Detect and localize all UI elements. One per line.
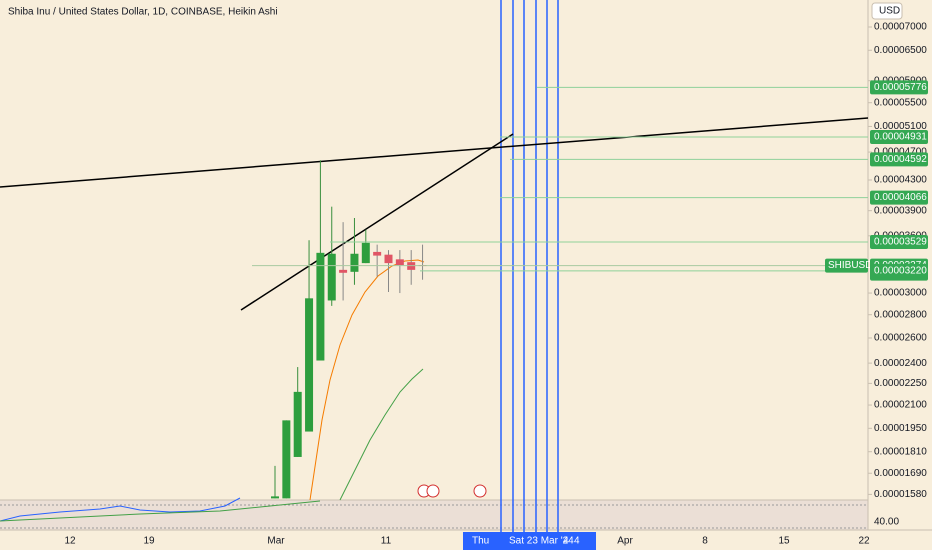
symbol-tag — [825, 258, 868, 273]
candle — [350, 218, 359, 285]
price-label: 0.00002600 — [874, 333, 927, 344]
candle-body — [384, 254, 393, 264]
candle-body — [293, 391, 302, 457]
price-tag — [870, 80, 928, 95]
price-tag — [870, 235, 928, 250]
candle-body — [316, 252, 325, 361]
price-tag-label: 0.00004931 — [874, 132, 927, 143]
candle — [327, 206, 336, 306]
cursor-label: 4 — [563, 536, 569, 547]
candle-body — [373, 251, 382, 256]
price-tag-label: 0.00003529 — [874, 237, 927, 248]
price-tag — [870, 263, 928, 278]
price-label: 0.00002400 — [874, 358, 927, 369]
candle-body — [271, 496, 279, 499]
price-label: 0.00001810 — [874, 446, 927, 457]
price-label: 0.00002250 — [874, 378, 927, 389]
time-label: 12 — [64, 536, 76, 547]
price-tag-label: 0.00005776 — [874, 82, 927, 93]
price-label: 0.00005100 — [874, 121, 927, 132]
candle — [339, 222, 348, 301]
candle — [395, 250, 404, 294]
price-tag-label: 0.00004066 — [874, 192, 927, 203]
candle — [305, 240, 314, 432]
candle — [271, 465, 279, 499]
price-tag — [870, 152, 928, 167]
price-label: 0.00002100 — [874, 400, 927, 411]
price-label: 0.00001950 — [874, 423, 927, 434]
price-tag — [870, 130, 928, 145]
price-tag-label: 0.00003220 — [874, 265, 927, 276]
candle-body — [282, 420, 291, 499]
price-label: 0.00001690 — [874, 468, 927, 479]
candle — [282, 420, 291, 499]
moving-average — [309, 259, 425, 501]
trend-line — [240, 133, 514, 311]
cursor-label: Thu — [472, 536, 489, 547]
currency-button[interactable] — [871, 2, 903, 20]
time-label: 15 — [778, 536, 790, 547]
price-label: 0.00005500 — [874, 97, 927, 108]
time-label: Apr — [617, 536, 633, 547]
price-label: 0.00004700 — [874, 147, 927, 158]
time-label: 11 — [381, 536, 392, 547]
price-tag — [870, 190, 928, 205]
time-label: 22 — [858, 536, 870, 547]
candle-body — [395, 259, 404, 266]
indicator-level: 40.00 — [874, 517, 899, 528]
candle-body — [339, 269, 348, 273]
price-label: 0.00006500 — [874, 45, 927, 56]
event-flag[interactable] — [426, 484, 440, 498]
candle-body — [350, 253, 359, 272]
price-label: 0.00001580 — [874, 489, 927, 500]
moving-average — [339, 368, 424, 501]
price-tag-label: 0.00004592 — [874, 154, 927, 165]
time-label: 8 — [702, 536, 708, 547]
candle — [361, 229, 370, 264]
candle-body — [327, 253, 336, 301]
chart-title: Shiba Inu / United States Dollar, 1D, CO… — [8, 7, 278, 18]
price-label: 0.00002800 — [874, 309, 927, 320]
symbol-label: SHIBUSD — [828, 260, 872, 271]
trend-line — [0, 117, 869, 188]
time-label: 19 — [143, 536, 155, 547]
time-cursor — [463, 532, 596, 550]
cursor-label: Sat 23 Mar '24 — [509, 536, 574, 547]
vertical-lines — [500, 0, 559, 550]
price-label: 0.00003000 — [874, 288, 927, 299]
price-label: 0.00003900 — [874, 205, 927, 216]
price-label: 0.00007000 — [874, 22, 927, 33]
currency-label: USD — [879, 6, 900, 17]
cursor-label: 4 — [574, 536, 580, 547]
event-flag[interactable] — [473, 484, 487, 498]
indicator-line — [0, 497, 241, 522]
time-label: Mar — [267, 536, 285, 547]
candle-body — [305, 298, 314, 432]
indicator-line — [0, 500, 321, 522]
price-label: 0.00004300 — [874, 175, 927, 186]
candle — [373, 244, 382, 277]
candle — [384, 250, 393, 293]
candle-body — [361, 242, 370, 264]
candle — [293, 367, 302, 457]
event-flags — [417, 484, 487, 498]
candle — [316, 160, 325, 361]
